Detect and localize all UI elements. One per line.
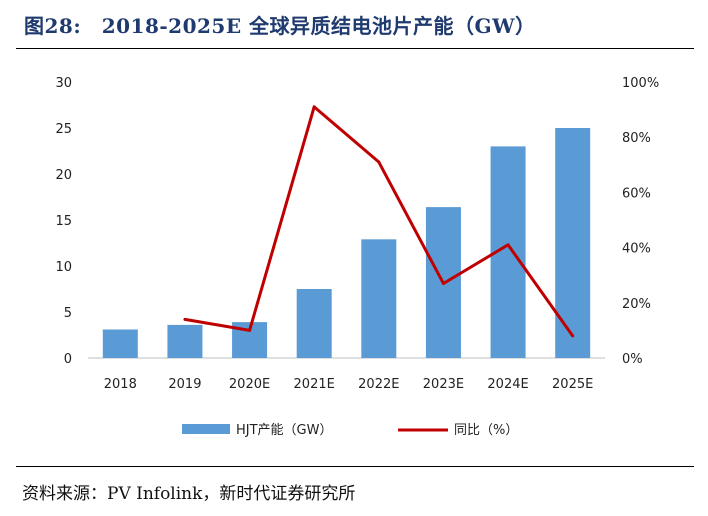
y-right-tick-label: 60% bbox=[622, 186, 651, 201]
x-tick-label: 2019 bbox=[168, 377, 201, 392]
y-right-tick-label: 0% bbox=[622, 352, 643, 367]
hjt-capacity-chart: 0 5 10 15 20 25 30 0% 20% 40% 60% 80% 100% 2018 2019 20… bbox=[55, 76, 659, 438]
legend-bar-label: HJT产能（GW） bbox=[236, 423, 332, 438]
y-left-tick-label: 10 bbox=[55, 260, 72, 275]
chart-axes: 0 5 10 15 20 25 30 0% 20% 40% 60% 80% 100% 2018 2019 20… bbox=[55, 76, 659, 392]
y-left-tick-label: 25 bbox=[55, 122, 72, 137]
title-divider bbox=[16, 48, 694, 49]
y-right-tick-label: 80% bbox=[622, 131, 651, 146]
yoy-growth-point bbox=[441, 281, 445, 285]
yoy-growth-point bbox=[183, 317, 187, 321]
x-tick-label: 2020E bbox=[229, 377, 270, 392]
y-right-tick-label: 20% bbox=[622, 297, 651, 312]
y-left-tick-label: 30 bbox=[55, 76, 72, 91]
capacity-bar bbox=[555, 128, 591, 358]
capacity-bar bbox=[296, 289, 332, 358]
source-divider bbox=[16, 466, 694, 467]
chart-legend: HJT产能（GW） 同比（%） bbox=[182, 423, 518, 438]
x-tick-label: 2025E bbox=[552, 377, 593, 392]
bar-series bbox=[102, 128, 591, 358]
capacity-bar bbox=[167, 324, 203, 358]
yoy-growth-point bbox=[571, 334, 575, 338]
y-right-tick-label: 40% bbox=[622, 242, 651, 257]
figure-title: 图28: 2018-2025E 全球异质结电池片产能（GW） bbox=[24, 14, 536, 38]
capacity-bar bbox=[361, 239, 397, 358]
source-note: 资料来源：PV Infolink，新时代证券研究所 bbox=[22, 484, 356, 504]
yoy-growth-point bbox=[248, 328, 252, 332]
line-series bbox=[183, 105, 575, 338]
x-tick-label: 2018 bbox=[104, 377, 137, 392]
x-tick-label: 2022E bbox=[358, 377, 399, 392]
capacity-bar bbox=[102, 329, 138, 358]
y-left-tick-label: 5 bbox=[64, 306, 72, 321]
legend-bar-swatch bbox=[182, 424, 230, 434]
y-left-tick-label: 15 bbox=[55, 214, 72, 229]
y-left-tick-label: 0 bbox=[64, 352, 72, 367]
x-tick-label: 2023E bbox=[423, 377, 464, 392]
y-left-tick-label: 20 bbox=[55, 168, 72, 183]
legend-line-label: 同比（%） bbox=[454, 423, 518, 438]
yoy-growth-point bbox=[506, 243, 510, 247]
x-tick-label: 2021E bbox=[294, 377, 335, 392]
yoy-growth-point bbox=[312, 105, 316, 109]
x-tick-label: 2024E bbox=[487, 377, 528, 392]
y-right-tick-label: 100% bbox=[622, 76, 659, 91]
yoy-growth-point bbox=[377, 160, 381, 164]
